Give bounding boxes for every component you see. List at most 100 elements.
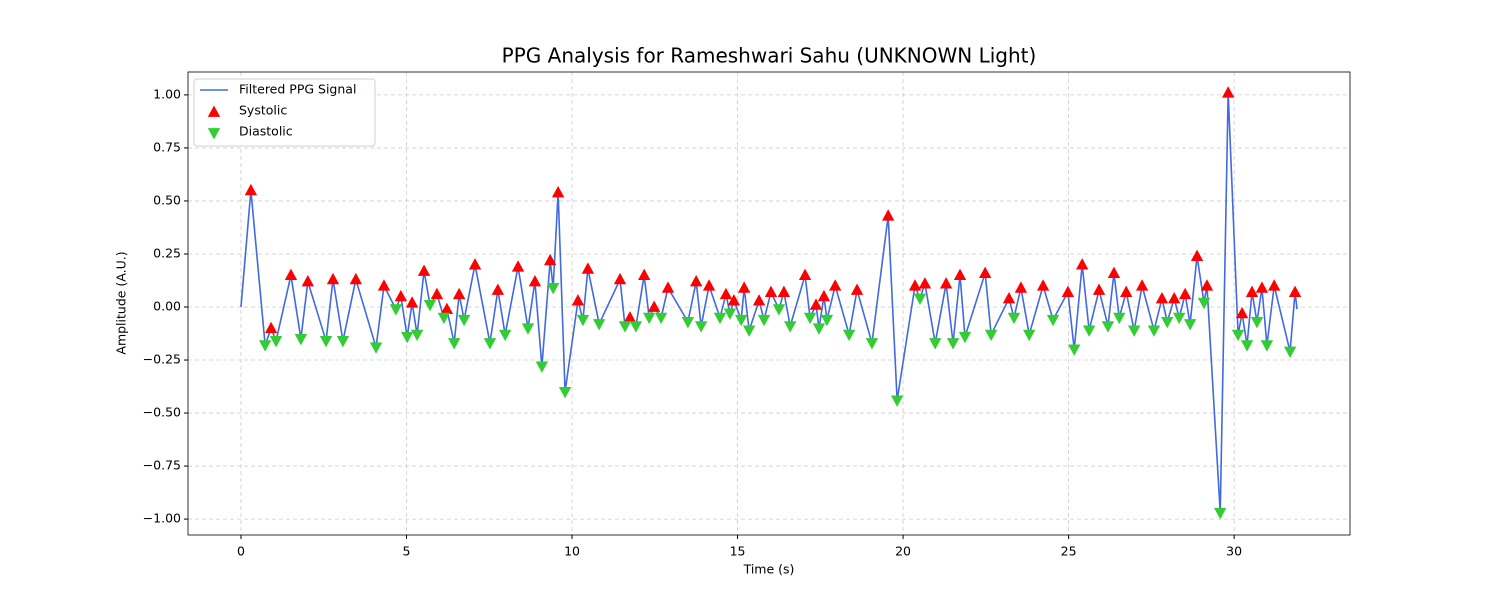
y-tick-label: −0.50 [143,405,181,420]
systolic-marker [430,287,444,300]
diastolic-marker [576,314,590,327]
y-axis-label: Amplitude (A.U.) [114,251,129,354]
diastolic-marker [757,314,771,327]
systolic-marker [953,268,967,281]
diastolic-marker [890,395,904,407]
systolic-marker [1107,266,1121,278]
diastolic-marker [483,338,497,350]
legend-swatch [207,128,221,140]
diastolic-marker [558,386,572,399]
systolic-marker [244,183,258,196]
y-tick-label: −0.75 [143,458,181,473]
diastolic-marker [1173,312,1186,325]
plot [240,86,1302,520]
systolic-marker [301,275,315,287]
diastolic-marker [269,336,283,348]
x-tick-label: 25 [1061,544,1077,559]
diastolic-marker [1197,297,1211,310]
y-tick-label: 1.00 [153,86,181,101]
systolic-marker [1235,306,1249,319]
systolic-marker [752,294,766,306]
diastolic-marker [1250,316,1264,329]
systolic-marker [1120,285,1133,298]
diastolic-marker [1260,340,1274,352]
systolic-marker [543,253,557,266]
diastolic-marker [1007,312,1021,325]
diastolic-marker [1127,325,1141,337]
diastolic-marker [984,329,998,342]
diastolic-marker [498,329,512,342]
systolic-marker [1036,279,1050,291]
systolic-marker [1200,279,1214,291]
systolic-marker [882,209,895,221]
systolic-marker [405,296,419,308]
systolic-marker [689,275,703,287]
axes-frame [187,71,1351,536]
y-tick-label: 0.50 [153,192,181,207]
diastolic-marker [1147,325,1161,337]
systolic-marker [440,302,454,314]
systolic-marker [1014,281,1028,293]
systolic-marker [764,285,778,298]
systolic-marker [979,266,992,278]
systolic-marker [817,289,831,302]
systolic-marker [1255,281,1269,293]
diastolic-marker [618,321,632,333]
diastolic-marker [654,312,668,325]
diastolic-marker [258,340,272,352]
systolic-marker [1135,279,1149,291]
systolic-marker [727,294,741,306]
systolic-marker [702,279,716,291]
diastolic-marker [400,331,414,344]
systolic-marker [491,283,505,295]
diastolic-marker [437,312,451,325]
systolic-marker [417,264,431,276]
diastolic-marker [642,312,656,325]
diastolic-marker [929,338,942,350]
systolic-marker [551,185,565,198]
systolic-marker [1155,292,1169,304]
legend-box [193,78,376,147]
systolic-marker [377,279,391,291]
x-tick-label: 30 [1226,544,1242,559]
y-tick-label: 0.75 [153,139,181,154]
diastolic-marker [457,314,471,327]
y-tick-label: −1.00 [143,511,181,526]
systolic-marker [581,262,595,274]
diastolic-marker [1113,312,1126,325]
systolic-marker [613,272,627,285]
diastolic-marker [629,321,643,333]
systolic-marker [394,289,408,302]
systolic-marker [661,281,675,293]
systolic-marker [1221,86,1235,98]
diastolic-marker [369,342,383,354]
y-tick-label: 0.25 [153,245,181,260]
systolic-marker [908,279,922,291]
legend-label: Systolic [239,103,287,118]
diastolic-marker [1046,314,1060,327]
diastolic-marker [1082,325,1096,337]
diastolic-marker [1283,346,1297,359]
systolic-marker [638,268,651,281]
diastolic-marker [694,321,708,333]
systolic-marker [1076,258,1089,270]
systolic-marker [829,279,842,291]
diastolic-marker [319,336,333,348]
systolic-marker [647,300,661,312]
diastolic-marker [546,283,560,295]
systolic-marker [623,311,637,323]
y-tick-label: 0.00 [153,298,181,313]
systolic-marker [284,268,298,281]
diastolic-marker [1231,329,1245,342]
diastolic-marker [913,293,927,306]
diastolic-marker [336,336,350,348]
diastolic-marker [1068,344,1081,356]
x-tick-label: 5 [403,544,411,559]
diastolic-marker [592,319,606,331]
diastolic-marker [784,321,797,333]
systolic-marker [918,277,932,289]
systolic-marker [349,272,363,285]
systolic-marker [571,294,585,306]
systolic-marker [1178,287,1192,300]
diastolic-marker [803,312,817,325]
